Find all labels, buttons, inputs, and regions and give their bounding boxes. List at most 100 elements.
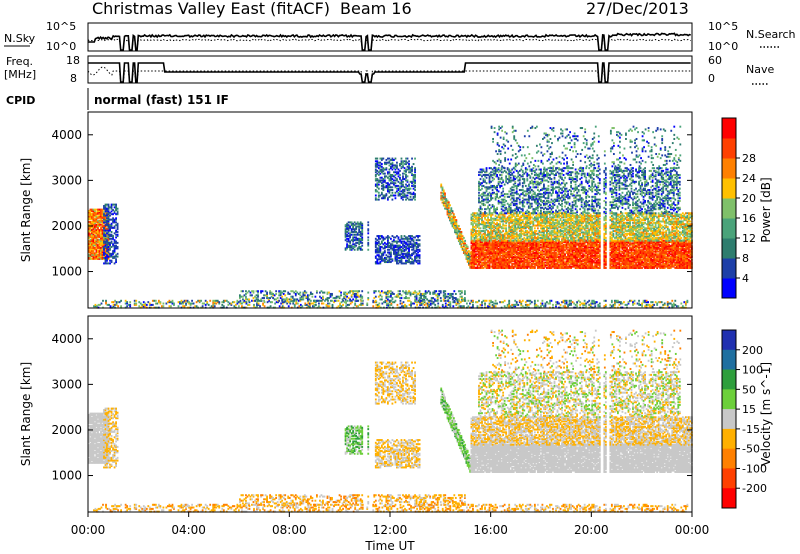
power-cell [110,226,113,229]
power-cell [352,226,355,229]
power-cell [382,172,385,175]
power-cell [603,247,606,250]
power-cell [180,302,183,305]
power-cell [388,195,391,198]
power-cell [520,253,523,256]
power-cell [260,290,262,293]
power-cell [523,265,526,268]
power-cell [482,257,485,260]
power-cell [610,242,613,245]
power-cell [485,250,488,253]
power-cell [377,244,380,247]
power-cell [457,290,460,293]
power-cell [92,208,95,211]
power-cell [570,256,572,259]
power-cell [415,247,418,250]
power-cell [529,239,532,242]
power-cell [367,232,370,235]
power-cell [521,264,524,267]
power-cell [415,295,418,298]
power-cell [574,254,577,257]
power-cell [487,257,489,260]
power-cell [245,295,247,298]
power-cell [296,302,299,305]
power-cell [479,240,482,243]
power-cell [391,244,394,247]
power-cell [94,223,96,226]
power-cell [344,248,347,251]
power-cell [459,230,462,233]
power-cell [241,305,243,308]
power-cell [472,246,474,249]
power-cell [585,265,588,268]
power-cell [115,301,118,304]
power-cell [533,264,536,267]
power-cell [89,248,92,251]
power-cell [424,297,427,300]
power-cell [409,168,412,171]
power-cell [391,163,394,166]
power-cell [573,260,576,263]
power-cell [185,303,187,306]
power-cell [151,303,154,306]
power-cell [567,254,569,257]
power-cell [92,255,95,258]
power-cell [91,249,93,252]
power-cell [308,294,311,297]
power-cell [484,239,486,242]
power-cell [538,261,541,264]
power-cell [397,294,400,297]
power-cell [544,249,547,252]
power-cell [568,242,571,245]
power-cell [91,231,93,234]
power-cell [462,240,465,243]
power-cell [672,303,675,306]
power-cell [612,258,615,261]
power-cell [276,297,279,300]
power-cell [564,257,566,260]
power-cell [598,302,601,305]
power-cell [350,224,353,227]
power-cell [485,253,488,256]
power-cell [218,302,221,305]
power-cell [613,250,616,253]
power-cell [107,221,110,224]
power-cell [104,221,107,224]
power-cell [484,265,486,268]
power-cell [405,305,408,308]
power-cell [335,297,338,300]
power-cell [408,167,410,170]
power-cell [270,292,273,295]
power-cell [91,235,93,238]
power-cell [481,301,483,304]
power-cell [576,302,579,305]
power-cell [405,237,407,240]
power-cell [556,247,559,250]
power-cell [440,186,443,189]
power-cell [476,245,479,248]
power-cell [550,264,553,267]
power-cell [409,235,412,238]
power-cell [403,250,406,253]
power-cell [615,299,618,302]
power-cell [414,259,416,262]
power-cell [512,251,515,254]
power-cell [300,298,303,301]
power-cell [482,247,485,250]
power-cell [110,210,113,213]
power-cell [460,240,463,243]
power-cell [91,242,93,245]
power-cell [589,262,592,265]
power-cell [484,253,486,256]
power-cell [603,266,606,269]
power-cell [591,299,594,302]
power-cell [257,303,260,306]
power-cell [515,249,518,252]
power-cell [400,193,403,196]
power-cell [632,301,634,304]
power-cell [447,202,450,205]
power-cell [411,292,413,295]
power-cell [538,266,541,269]
power-cell [533,245,536,248]
power-cell [523,266,526,269]
